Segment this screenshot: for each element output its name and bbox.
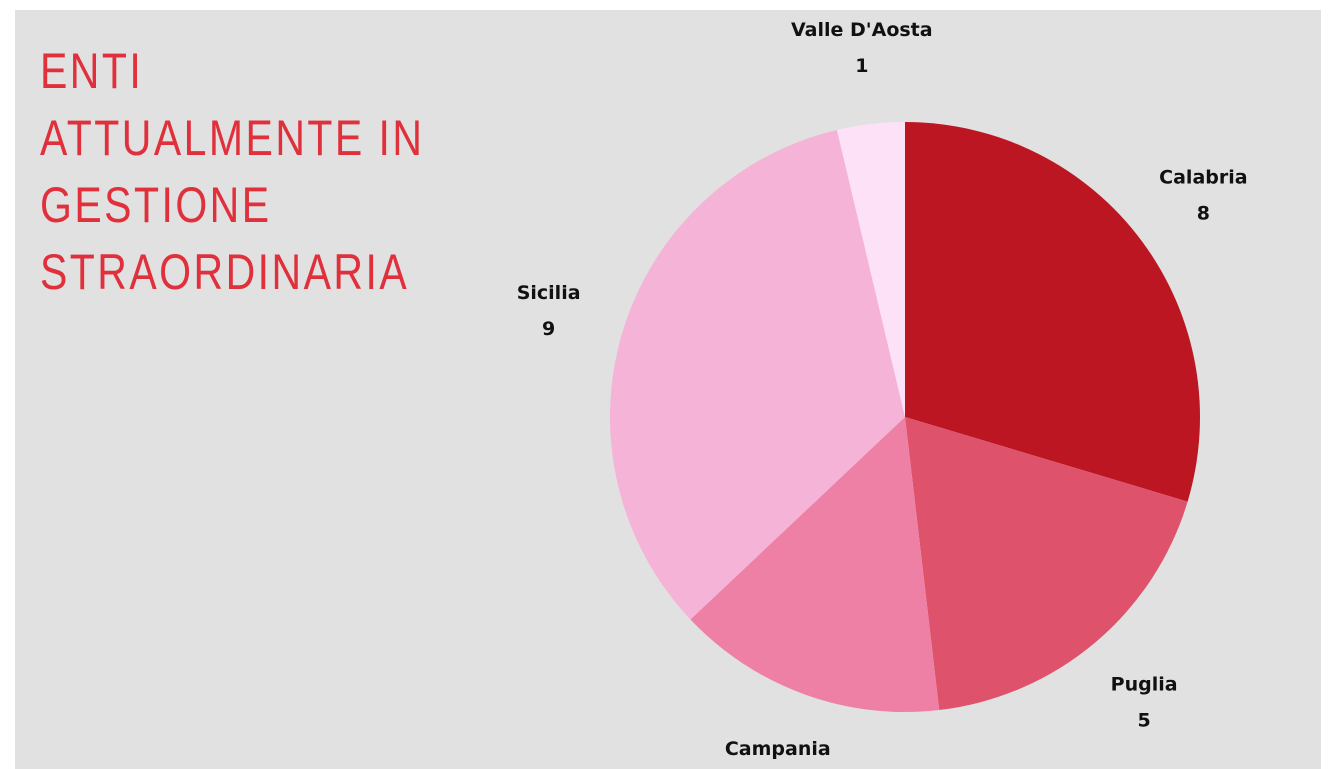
slice-label: Calabria <box>1159 166 1247 188</box>
slice-label: Sicilia <box>517 282 581 304</box>
slice-value: 8 <box>1197 202 1210 224</box>
slice-value: 5 <box>1137 709 1150 731</box>
chart-title: ENTI ATTUALMENTE IN GESTIONE STRAORDINAR… <box>40 43 425 300</box>
pie-slice <box>836 122 905 417</box>
slice-value: 1 <box>855 55 868 77</box>
slice-label: Campania <box>725 738 831 760</box>
pie-slice <box>905 417 1188 711</box>
slice-label: Valle D'Aosta <box>791 19 933 41</box>
slice-value: 9 <box>542 318 555 340</box>
pie-slice <box>610 129 905 620</box>
pie-slice <box>905 122 1201 502</box>
slice-label: Puglia <box>1111 673 1178 695</box>
pie-slice <box>690 417 940 712</box>
